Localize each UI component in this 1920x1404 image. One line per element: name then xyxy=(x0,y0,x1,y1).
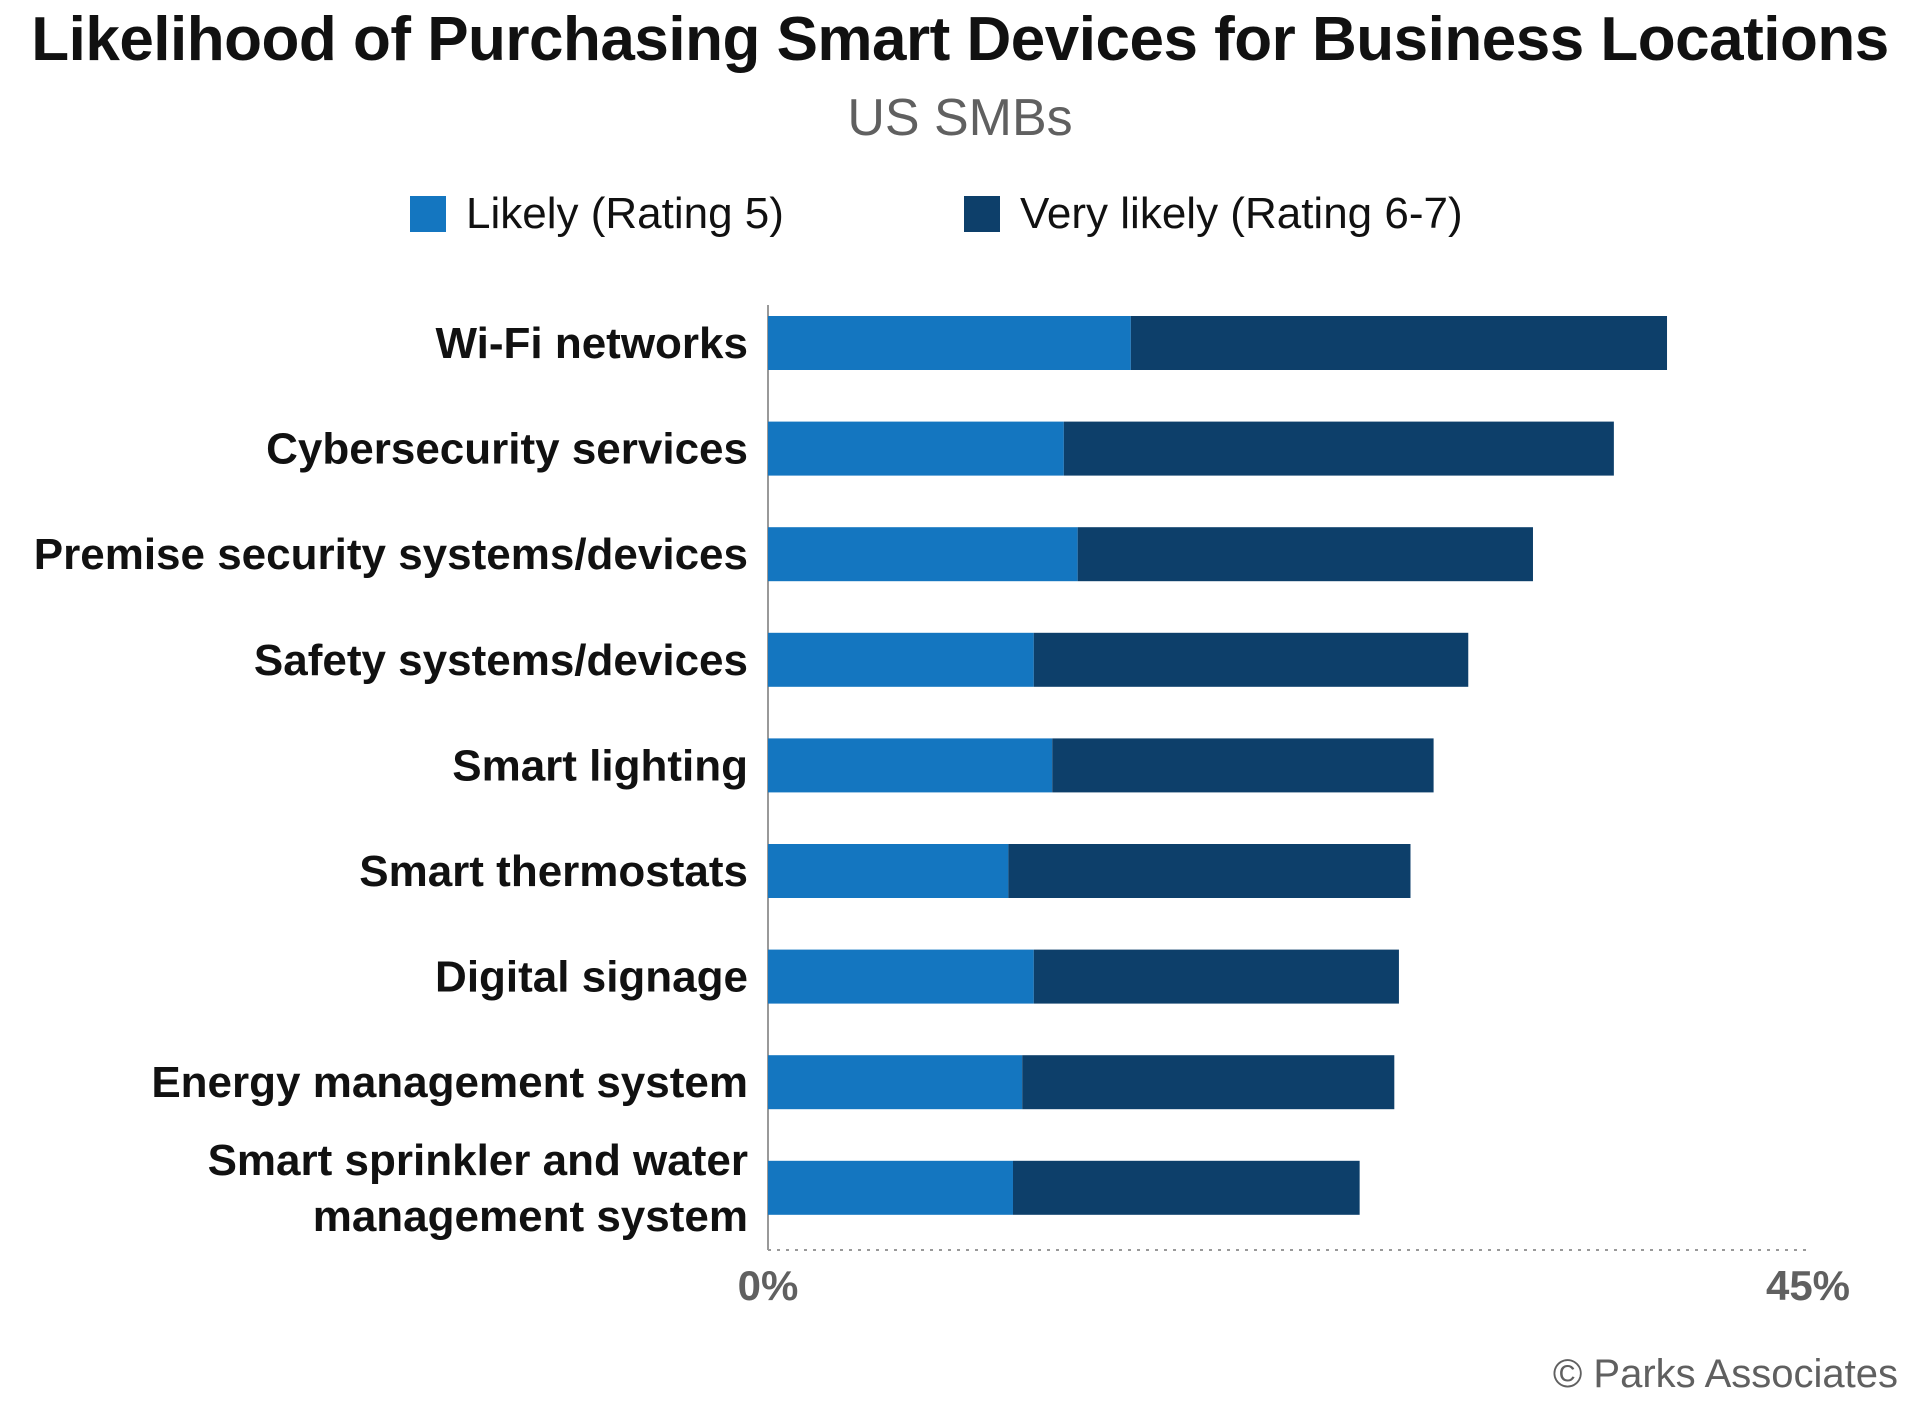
bar-very-likely-2 xyxy=(1077,527,1533,582)
bar-very-likely-7 xyxy=(1022,1055,1395,1110)
bar-very-likely-3 xyxy=(1033,632,1469,687)
category-label-5: Smart thermostats xyxy=(359,847,748,896)
category-label-4: Smart lighting xyxy=(452,741,748,790)
category-label-8: Smart sprinkler and water management syst… xyxy=(208,1136,748,1241)
chart-title: Likelihood of Purchasing Smart Devices f… xyxy=(31,5,1889,74)
legend-item-likely: Likely (Rating 5) xyxy=(410,186,784,242)
legend-swatch-very-likely xyxy=(964,196,1000,232)
bar-very-likely-5 xyxy=(1008,844,1411,898)
x-tick-label-1: 45% xyxy=(1766,1262,1850,1309)
legend-swatch-likely xyxy=(410,196,446,232)
bar-likely-0 xyxy=(768,316,1131,370)
category-label-2: Premise security systems/devices xyxy=(34,530,748,579)
copyright-credit: © Parks Associates xyxy=(1552,1352,1898,1396)
bar-likely-7 xyxy=(768,1055,1023,1110)
legend-label-likely: Likely (Rating 5) xyxy=(466,189,784,238)
bar-likely-8 xyxy=(768,1160,1013,1215)
bar-very-likely-4 xyxy=(1052,738,1434,793)
legend-item-very-likely: Very likely (Rating 6-7) xyxy=(964,186,1463,242)
bar-very-likely-0 xyxy=(1130,316,1668,370)
bar-likely-1 xyxy=(768,421,1064,476)
category-label-0: Wi-Fi networks xyxy=(435,319,748,368)
category-label-3: Safety systems/devices xyxy=(254,636,748,685)
bar-likely-6 xyxy=(768,949,1034,1004)
category-label-7: Energy management system xyxy=(151,1058,748,1107)
category-label-6: Digital signage xyxy=(435,953,748,1002)
category-label-1: Cybersecurity services xyxy=(266,425,748,474)
bar-very-likely-8 xyxy=(1012,1160,1360,1215)
bar-very-likely-1 xyxy=(1063,421,1614,476)
bar-likely-3 xyxy=(768,632,1034,687)
bar-likely-4 xyxy=(768,738,1053,793)
chart-subtitle: US SMBs xyxy=(847,89,1073,147)
bar-likely-2 xyxy=(768,527,1078,582)
bar-very-likely-6 xyxy=(1033,949,1399,1004)
bar-likely-5 xyxy=(768,844,1009,898)
legend-label-very-likely: Very likely (Rating 6-7) xyxy=(1020,189,1463,238)
x-tick-label-0: 0% xyxy=(738,1262,799,1309)
